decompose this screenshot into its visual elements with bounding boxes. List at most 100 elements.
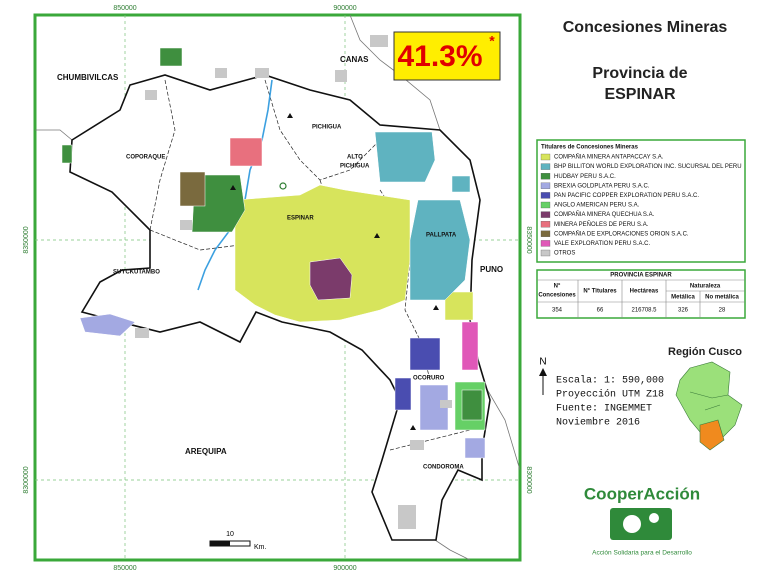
coord-label: 850000 [113,5,136,12]
boundary [35,129,73,141]
concession-bhp [409,199,471,301]
table-cell: 28 [719,308,726,314]
peak [230,185,236,190]
legend-label: COMPAÑIA MINERA ANTAPACCAY S.A. [554,154,664,161]
scale-unit: Km. [254,544,267,551]
table-header: Concesiones [538,293,576,299]
legend-swatch [540,249,551,257]
table-title: PROVINCIA ESPINAR [610,273,672,279]
district-line [389,429,471,451]
scale-bar [210,541,230,546]
concession-brexia [464,437,486,459]
concession-other [370,35,388,47]
coord-label: 8300000 [525,466,532,493]
legend-swatch [540,153,551,161]
legend-swatch [540,240,551,247]
concession-other [180,220,192,230]
legend-swatch [540,182,551,189]
boundary [434,539,471,561]
concession-other [440,400,452,408]
region-label: PUNO [480,265,503,274]
district-line [149,79,176,231]
table-header: Hectáreas [630,289,659,295]
summary-table [536,269,746,319]
district-line [149,229,241,251]
concession-other [410,440,424,450]
info-line: Noviembre 2016 [556,417,640,429]
district-line [264,79,381,181]
scale-number: 10 [226,531,234,538]
legend-swatch [540,221,551,228]
logo-name: CooperAcción [584,484,700,503]
peak [287,113,293,118]
table-header: Naturaleza [690,284,721,290]
concession-panpacific [394,377,412,411]
info-line: Escala: 1: 590,000 [556,375,664,387]
legend-label: VALE EXPLORATION PERU S.A.C. [554,241,650,247]
concessions-others [135,35,452,529]
north-label: N [539,357,546,368]
table-cell: 354 [552,308,563,314]
concession-penoles [229,137,263,167]
concession-vale [461,321,479,371]
asterisk: * [489,33,495,49]
table-header: N° [554,284,561,290]
concession-brexia [79,313,136,337]
concession-hudbay [159,47,183,67]
subtitle: ESPINAR [604,86,676,103]
concession-other [145,90,157,100]
region-label: OCORURO [413,376,445,382]
region-label: ESPINAR [287,216,314,222]
concession-other [135,328,149,338]
legend-swatch [540,201,551,209]
legend-label: PAN PACIFIC COPPER EXPLORATION PERU S.A.… [554,193,699,199]
inset-lines [689,391,729,411]
coord-label: 900000 [333,5,356,12]
region-label: PICHIGUA [340,164,370,170]
legend-label: BREXIA GOLDPLATA PERU S.A.C. [554,183,650,189]
concession-other [398,505,416,529]
inset-title: Región Cusco [668,346,742,358]
region-label: AREQUIPA [185,447,227,456]
peak [374,233,380,238]
inset-map [675,361,743,451]
legend-label: ANGLO AMERICAN PERU S.A. [554,203,640,209]
region-label: COPORAQUE [126,155,165,161]
region-label: SUYCKUTAMBO [113,270,160,276]
title: Concesiones Mineras [563,19,728,36]
north-arrow [539,368,547,376]
region-label: PICHIGUA [312,125,342,131]
table-cell: 66 [597,308,604,314]
coord-label: 8300000 [23,466,30,493]
inset-espinar [699,419,725,451]
legend-label: COMPAÑIA MINERA QUECHUA S.A. [554,211,655,218]
peak [433,305,439,310]
legend-box [536,139,746,263]
region-label: ALTO [347,155,363,161]
legend-swatch [540,192,551,199]
peaks [230,113,439,430]
concession-antapaccay [444,291,474,321]
concession-hudbay [461,389,483,421]
region-label: CHUMBIVILCAS [57,73,119,82]
legend-label: HUDBAY PERU S.A.C. [554,174,616,180]
concession-other [255,68,269,78]
legend-swatch [540,163,551,170]
table-header: Metálica [671,295,695,301]
concession-hudbay [61,144,73,164]
legend-label: BHP BILLITON WORLD EXPLORATION INC. SUCU… [554,164,742,170]
concession-quechua [309,257,353,301]
subtitle: Provincia de [592,65,687,82]
coord-label: 900000 [333,565,356,572]
boundary [349,14,441,131]
concession-bhp [374,131,436,183]
logo-icon [623,515,641,533]
logo-tagline: Acción Solidaria para el Desarrollo [592,550,692,557]
concession-antapaccay [234,184,411,323]
legend-label: COMPAÑIA DE EXPLORACIONES ORION S.A.C. [554,230,689,237]
inset-region [675,361,743,441]
legend-label: MINERA PEÑOLES DE PERU S.A. [554,221,649,228]
table-header: N° Titulares [583,289,617,295]
legend-title: Titulares de Concesiones Mineras [541,145,639,151]
concession-other [215,68,227,78]
